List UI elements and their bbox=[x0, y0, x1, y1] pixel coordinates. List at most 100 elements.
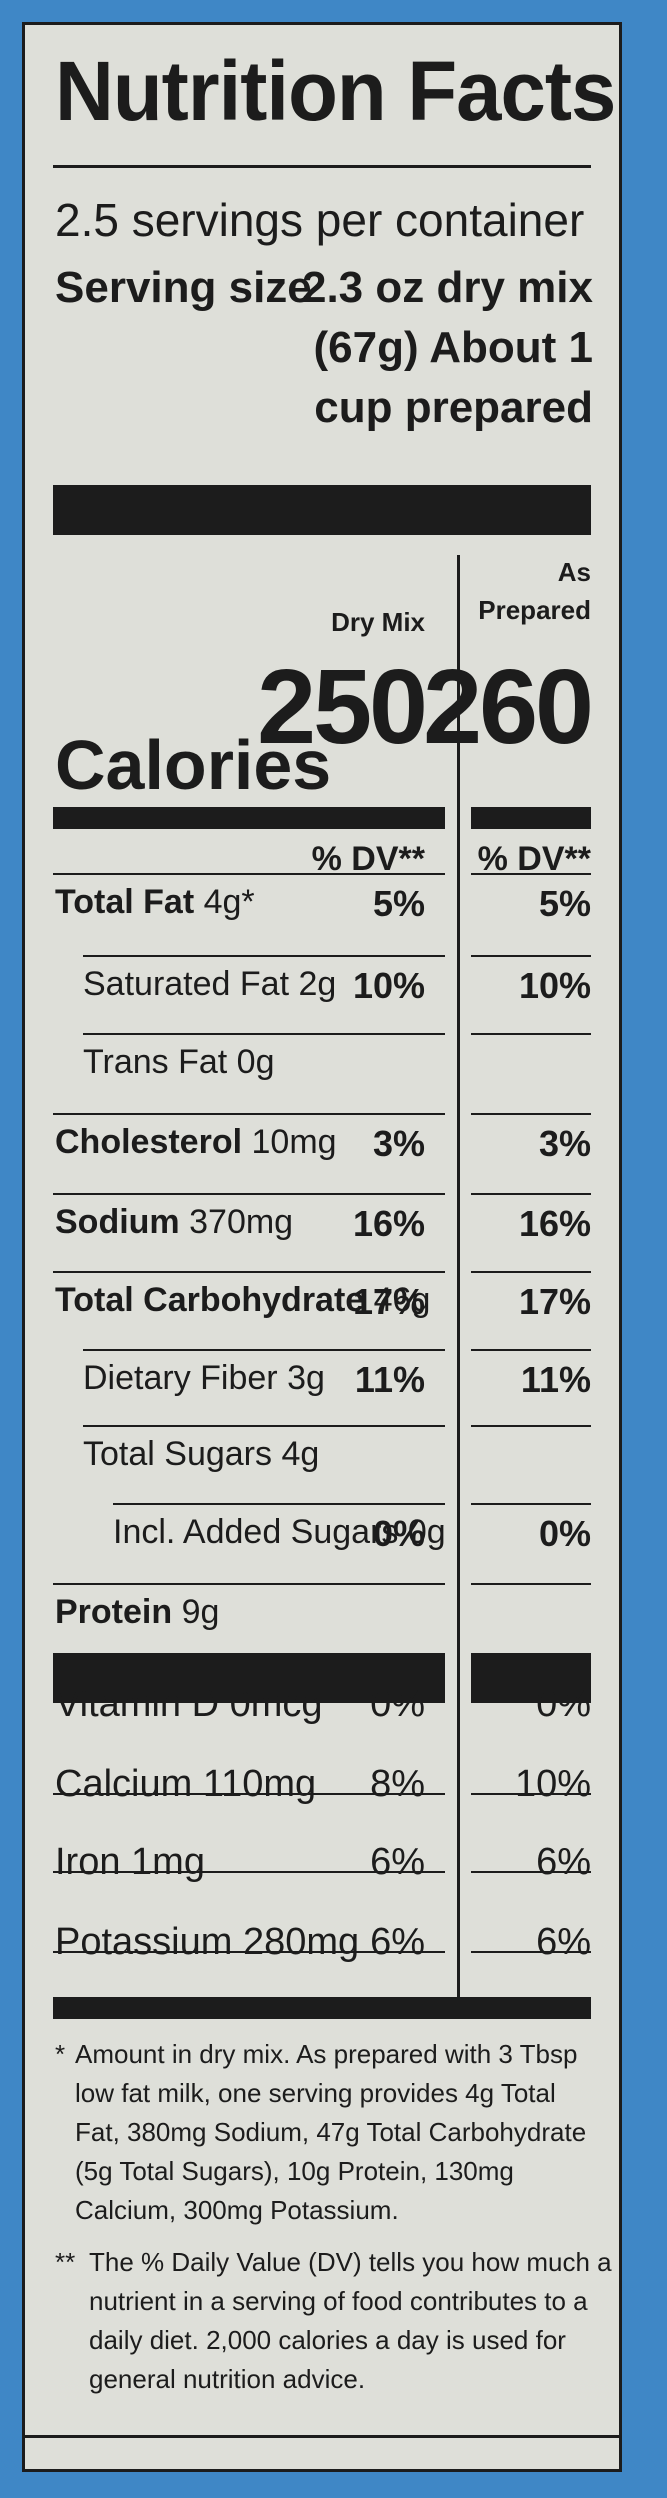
footnote1-line: Fat, 380mg Sodium, 47g Total Carbohydrat… bbox=[75, 2117, 587, 2147]
nutrient-name: Total Sugars bbox=[83, 1435, 272, 1473]
vitamin-dv-prepared: 6% bbox=[536, 1921, 591, 1963]
nutrient-dv-prepared: 11% bbox=[520, 1359, 591, 1400]
nutrient-rule bbox=[53, 1193, 445, 1195]
nutrient-amount: 9g bbox=[181, 1593, 220, 1631]
footnote2-line: nutrient in a serving of food contribute… bbox=[89, 2286, 588, 2316]
dv-header-prepared: % DV** bbox=[477, 840, 591, 878]
vitamin-name: Calcium bbox=[55, 1763, 193, 1805]
footnote2-line: The % Daily Value (DV) tells you how muc… bbox=[89, 2247, 612, 2277]
footnote2-line: daily diet. 2,000 calories a day is used… bbox=[89, 2325, 566, 2355]
nutrient-amount: 4g* bbox=[203, 883, 255, 921]
nutrient-rule-prepared bbox=[471, 1503, 591, 1505]
bottom-rule bbox=[25, 2435, 619, 2438]
nutrient-name: Total Fat bbox=[55, 883, 195, 921]
thick-bar-vitamins-prepared bbox=[471, 1653, 591, 1703]
nutrient-label: Protein 9g bbox=[55, 1593, 219, 1632]
nutrient-amount: 370mg bbox=[189, 1203, 294, 1241]
thick-bar-bottom bbox=[53, 1997, 591, 2019]
thick-bar-vitamins-dry bbox=[53, 1653, 445, 1703]
dry-mix-header: Dry Mix bbox=[331, 607, 425, 637]
nutrient-amount: 0g bbox=[407, 1513, 446, 1551]
nutrient-rule-prepared bbox=[471, 1583, 591, 1585]
nutrient-dv-dry: 3% bbox=[372, 1123, 425, 1164]
nutrient-dv-prepared: 5% bbox=[538, 883, 591, 924]
nutrient-label: Cholesterol 10mg bbox=[55, 1123, 337, 1162]
vitamin-amount: 1mg bbox=[131, 1841, 205, 1883]
as-prepared-header-1: As bbox=[557, 557, 591, 587]
thick-bar-top bbox=[53, 485, 591, 535]
nutrient-dv-prepared: 17% bbox=[518, 1281, 591, 1322]
nutrient-name: Dietary Fiber bbox=[83, 1359, 278, 1397]
nutrient-rule bbox=[53, 1271, 445, 1273]
footnote-2: The % Daily Value (DV) tells you how muc… bbox=[89, 2243, 612, 2399]
calories-label: Calories bbox=[55, 726, 332, 804]
nutrient-dv-prepared: 0% bbox=[538, 1513, 591, 1554]
nutrient-amount: 46g bbox=[373, 1281, 431, 1319]
title-divider bbox=[53, 165, 591, 168]
vitamin-dv-dry: 6% bbox=[370, 1921, 425, 1963]
nutrient-label: Trans Fat 0g bbox=[83, 1043, 275, 1082]
nutrient-rule bbox=[83, 955, 445, 957]
vitamin-rule bbox=[53, 1793, 445, 1795]
nutrient-rule-prepared bbox=[471, 1033, 591, 1035]
nutrient-name: Incl. Added Sugars bbox=[113, 1513, 399, 1551]
calories-dry: 250 bbox=[257, 648, 428, 766]
nutrient-rule-prepared bbox=[471, 1425, 591, 1427]
footnote1-line: (5g Total Sugars), 10g Protein, 130mg bbox=[75, 2156, 514, 2186]
calories-prepared: 260 bbox=[423, 648, 594, 766]
vitamin-rule-prepared bbox=[471, 1793, 591, 1795]
vitamin-rule bbox=[53, 1951, 445, 1953]
serving-size-line-3: cup prepared bbox=[314, 383, 593, 432]
nutrient-rule bbox=[83, 1349, 445, 1351]
nutrient-name: Sodium bbox=[55, 1203, 180, 1241]
nutrient-dv-dry: 5% bbox=[372, 883, 425, 924]
nutrient-rule bbox=[83, 1425, 445, 1427]
serving-size-line-2: (67g) About 1 bbox=[313, 323, 593, 372]
vitamin-rule bbox=[53, 1871, 445, 1873]
nutrient-name: Cholesterol bbox=[55, 1123, 243, 1161]
nutrient-dv-dry: 17% bbox=[352, 1281, 425, 1322]
serving-size-line-1: 2.3 oz dry mix bbox=[301, 263, 593, 312]
nutrient-amount: 10mg bbox=[251, 1123, 337, 1161]
nutrient-rule bbox=[53, 1583, 445, 1585]
vitamin-dv-prepared: 0% bbox=[536, 1683, 591, 1725]
nutrient-dv-prepared: 16% bbox=[518, 1203, 591, 1244]
column-divider bbox=[457, 555, 460, 2000]
vitamin-name: Iron bbox=[55, 1841, 121, 1883]
label-title: Nutrition Facts bbox=[55, 44, 616, 138]
vitamin-dv-dry: 8% bbox=[370, 1763, 425, 1805]
servings-per-container: 2.5 servings per container bbox=[55, 194, 585, 246]
vitamin-amount: 280mg bbox=[242, 1921, 360, 1963]
nutrient-rule-prepared bbox=[471, 873, 591, 875]
footnote-1: Amount in dry mix. As prepared with 3 Tb… bbox=[75, 2035, 586, 2230]
thick-bar-calories-prepared bbox=[471, 807, 591, 829]
nutrient-amount: 2g bbox=[298, 965, 337, 1003]
nutrient-dv-dry: 10% bbox=[352, 965, 425, 1006]
nutrient-label: Total Sugars 4g bbox=[83, 1435, 319, 1474]
vitamin-dv-dry: 0% bbox=[370, 1683, 425, 1725]
thick-bar-calories-dry bbox=[53, 807, 445, 829]
footnote-1-marker: * bbox=[55, 2039, 66, 2069]
nutrient-rule-prepared bbox=[471, 1271, 591, 1273]
nutrient-name: Saturated Fat bbox=[83, 965, 290, 1003]
vitamin-dv-dry: 6% bbox=[370, 1841, 425, 1883]
footnote1-line: low fat milk, one serving provides 4g To… bbox=[75, 2078, 556, 2108]
as-prepared-header-2: Prepared bbox=[478, 595, 591, 625]
nutrient-rule bbox=[53, 1113, 445, 1115]
nutrient-dv-prepared: 3% bbox=[538, 1123, 591, 1164]
nutrient-label: Total Fat 4g* bbox=[55, 883, 255, 922]
vitamin-name: Potassium bbox=[55, 1921, 233, 1963]
vitamin-rule-prepared bbox=[471, 1871, 591, 1873]
vitamin-dv-prepared: 10% bbox=[514, 1763, 591, 1805]
nutrient-label: Dietary Fiber 3g bbox=[83, 1359, 325, 1398]
nutrient-amount: 0g bbox=[236, 1043, 275, 1081]
nutrient-name: Trans Fat bbox=[83, 1043, 228, 1081]
nutrient-name: Protein bbox=[55, 1593, 173, 1631]
nutrient-rule-prepared bbox=[471, 955, 591, 957]
nutrient-label: Sodium 370mg bbox=[55, 1203, 293, 1242]
vitamin-amount: 110mg bbox=[202, 1763, 317, 1805]
nutrient-amount: 3g bbox=[287, 1359, 325, 1397]
nutrient-rule bbox=[83, 1033, 445, 1035]
nutrient-rule-prepared bbox=[471, 1349, 591, 1351]
vitamin-label: Vitamin D 0mcg bbox=[55, 1683, 323, 1726]
